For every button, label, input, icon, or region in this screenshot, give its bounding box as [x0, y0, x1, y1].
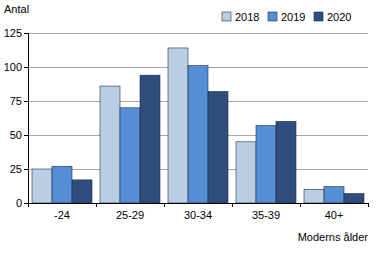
x-tick-label: -24: [54, 209, 70, 221]
grid-line: [28, 203, 368, 204]
bar: [140, 75, 160, 203]
y-tick-label: 125: [4, 27, 22, 39]
x-tick: [300, 203, 301, 207]
y-tick: [24, 33, 28, 34]
y-axis-label: Antal: [4, 3, 29, 15]
bar: [344, 193, 364, 203]
x-tick: [28, 203, 29, 207]
legend-swatch: [222, 12, 231, 21]
bar: [188, 66, 208, 203]
y-tick-label: 25: [10, 163, 22, 175]
legend-swatch: [268, 12, 277, 21]
bar: [72, 180, 92, 203]
x-axis-label: Moderns ålder: [298, 231, 369, 243]
y-axis: [28, 33, 29, 203]
bar: [276, 121, 296, 203]
bar: [208, 91, 228, 203]
y-tick: [24, 67, 28, 68]
bar: [324, 187, 344, 203]
bars: [32, 48, 364, 203]
legend-label: 2018: [235, 11, 259, 23]
x-tick-label: 35-39: [252, 209, 280, 221]
y-tick-label: 100: [4, 61, 22, 73]
x-tick-label: 40+: [325, 209, 344, 221]
y-tick-label: 50: [10, 129, 22, 141]
legend-label: 2020: [327, 11, 351, 23]
y-tick: [24, 203, 28, 204]
chart: 0 25 50 75 100 125 -24 25-29 30-34 35-39 40+ Modern…: [0, 0, 380, 256]
bar: [256, 125, 276, 203]
bar: [236, 142, 256, 203]
bar: [52, 166, 72, 203]
y-tick: [24, 135, 28, 136]
y-tick: [24, 169, 28, 170]
x-tick-label: 25-29: [116, 209, 144, 221]
y-tick: [24, 101, 28, 102]
x-tick-label: 30-34: [184, 209, 212, 221]
bar: [100, 86, 120, 203]
x-tick: [96, 203, 97, 207]
x-tick: [164, 203, 165, 207]
bar: [120, 108, 140, 203]
y-tick-label: 0: [16, 197, 22, 209]
grid-line: [28, 33, 368, 34]
y-tick-label: 75: [10, 95, 22, 107]
x-tick: [368, 203, 369, 207]
legend-swatch: [314, 12, 323, 21]
x-axis: [28, 203, 368, 204]
x-tick: [232, 203, 233, 207]
bar: [32, 169, 52, 203]
legend-label: 2019: [281, 11, 305, 23]
bar: [168, 48, 188, 203]
bar: [304, 189, 324, 203]
